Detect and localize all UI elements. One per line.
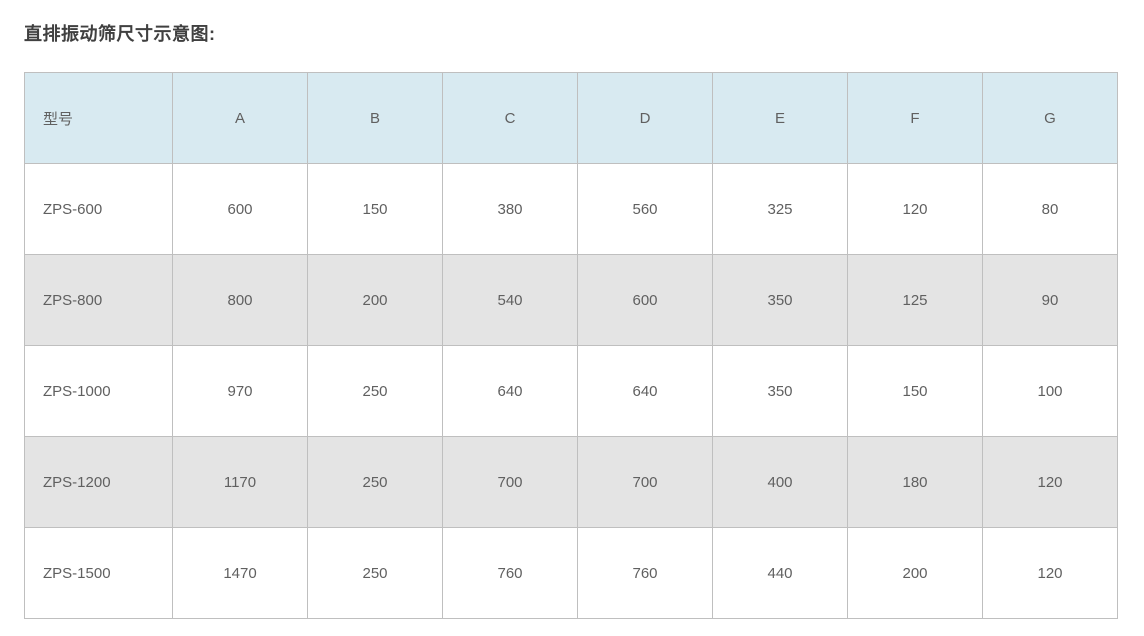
cell-model: ZPS-800 — [25, 255, 173, 346]
cell-g: 100 — [983, 346, 1118, 437]
cell-f: 150 — [848, 346, 983, 437]
cell-c: 380 — [443, 164, 578, 255]
cell-model: ZPS-1000 — [25, 346, 173, 437]
table-row: ZPS-1500 1470 250 760 760 440 200 120 — [25, 528, 1118, 619]
cell-b: 250 — [308, 528, 443, 619]
table-header-row: 型号 A B C D E F G — [25, 73, 1118, 164]
page-title: 直排振动筛尺寸示意图: — [24, 20, 1120, 46]
cell-c: 760 — [443, 528, 578, 619]
cell-c: 640 — [443, 346, 578, 437]
cell-model: ZPS-1500 — [25, 528, 173, 619]
cell-model: ZPS-1200 — [25, 437, 173, 528]
table-row: ZPS-1000 970 250 640 640 350 150 100 — [25, 346, 1118, 437]
cell-b: 150 — [308, 164, 443, 255]
cell-g: 80 — [983, 164, 1118, 255]
col-header-d: D — [578, 73, 713, 164]
cell-d: 760 — [578, 528, 713, 619]
cell-g: 90 — [983, 255, 1118, 346]
cell-d: 560 — [578, 164, 713, 255]
cell-c: 540 — [443, 255, 578, 346]
cell-b: 200 — [308, 255, 443, 346]
cell-e: 440 — [713, 528, 848, 619]
cell-b: 250 — [308, 437, 443, 528]
cell-d: 640 — [578, 346, 713, 437]
cell-f: 125 — [848, 255, 983, 346]
cell-f: 180 — [848, 437, 983, 528]
cell-f: 120 — [848, 164, 983, 255]
cell-b: 250 — [308, 346, 443, 437]
cell-e: 350 — [713, 346, 848, 437]
cell-a: 600 — [173, 164, 308, 255]
cell-c: 700 — [443, 437, 578, 528]
col-header-f: F — [848, 73, 983, 164]
table-row: ZPS-600 600 150 380 560 325 120 80 — [25, 164, 1118, 255]
cell-e: 325 — [713, 164, 848, 255]
cell-e: 400 — [713, 437, 848, 528]
cell-g: 120 — [983, 437, 1118, 528]
cell-a: 1170 — [173, 437, 308, 528]
col-header-c: C — [443, 73, 578, 164]
table-row: ZPS-1200 1170 250 700 700 400 180 120 — [25, 437, 1118, 528]
cell-a: 970 — [173, 346, 308, 437]
cell-a: 1470 — [173, 528, 308, 619]
col-header-e: E — [713, 73, 848, 164]
cell-f: 200 — [848, 528, 983, 619]
col-header-g: G — [983, 73, 1118, 164]
cell-d: 600 — [578, 255, 713, 346]
col-header-b: B — [308, 73, 443, 164]
cell-g: 120 — [983, 528, 1118, 619]
spec-table: 型号 A B C D E F G ZPS-600 600 150 380 560… — [24, 72, 1118, 619]
col-header-a: A — [173, 73, 308, 164]
table-row: ZPS-800 800 200 540 600 350 125 90 — [25, 255, 1118, 346]
col-header-model: 型号 — [25, 73, 173, 164]
cell-model: ZPS-600 — [25, 164, 173, 255]
cell-d: 700 — [578, 437, 713, 528]
cell-e: 350 — [713, 255, 848, 346]
cell-a: 800 — [173, 255, 308, 346]
